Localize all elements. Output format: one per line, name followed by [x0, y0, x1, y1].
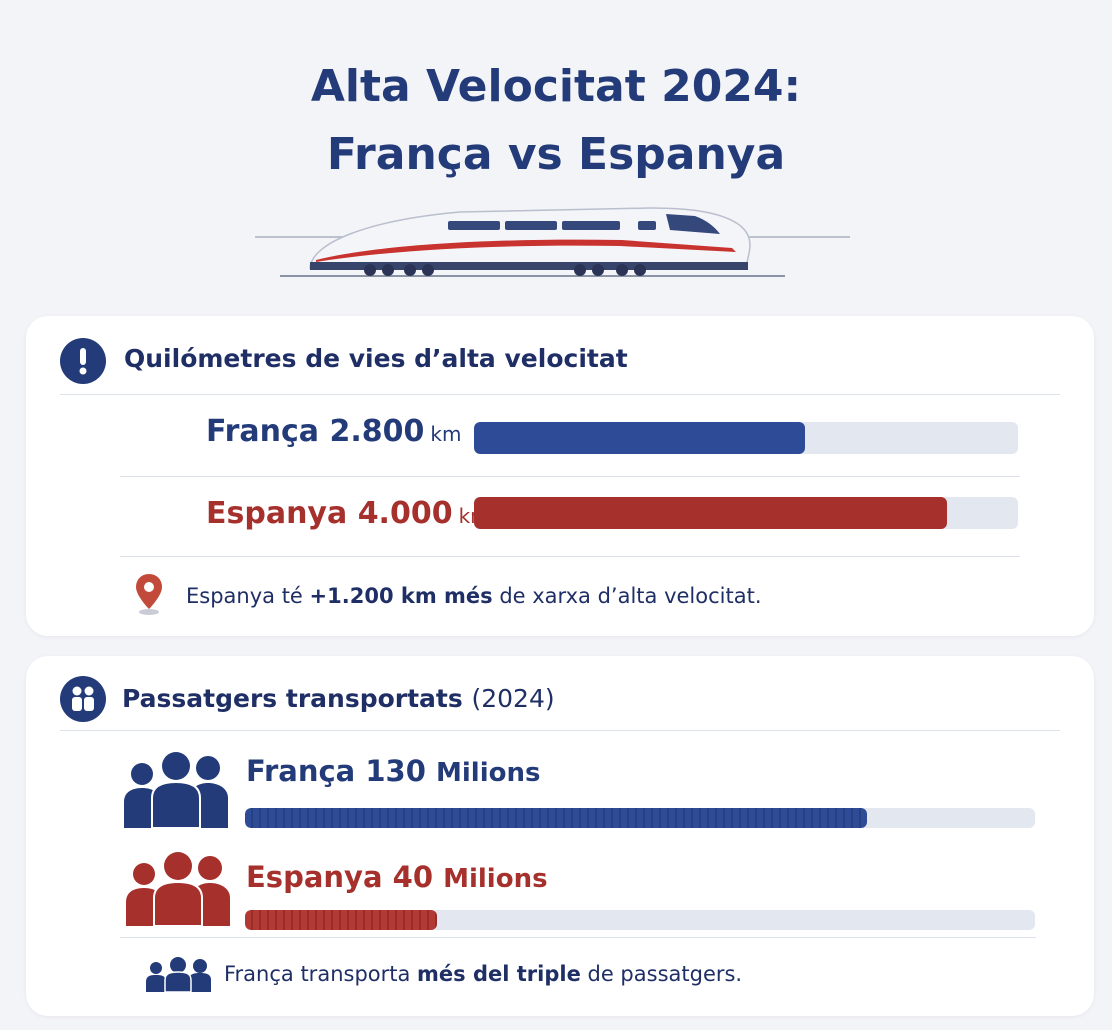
passengers-divider-top — [60, 730, 1060, 731]
km-divider-mid — [120, 476, 1020, 477]
passengers-unit-france: Milions — [436, 758, 541, 788]
km-unit-france: km — [430, 422, 462, 446]
people-spain-icon — [126, 852, 230, 926]
km-value-spain: 4.000 — [357, 496, 453, 531]
passengers-note: França transporta més del triple de pass… — [224, 962, 742, 986]
passengers-title-year: (2024) — [471, 684, 555, 713]
passengers-value-france: 130 — [365, 754, 426, 788]
train-icon — [255, 207, 850, 277]
passengers-bar-spain — [245, 910, 437, 930]
passengers-divider-bottom — [120, 937, 1036, 938]
passengers-bar-france — [245, 808, 868, 828]
km-bar-france — [474, 422, 806, 454]
km-value-france: 2.800 — [329, 414, 425, 449]
km-label-france: França 2.800 km — [206, 414, 461, 449]
passengers-value-spain: 40 — [392, 860, 433, 894]
people-group-icon — [146, 957, 211, 993]
passengers-card: Passatgers transportats (2024) França 13… — [26, 656, 1094, 1016]
km-track-france — [474, 422, 1018, 454]
people-icon — [60, 676, 106, 722]
passengers-unit-spain: Milions — [443, 864, 548, 894]
km-section-title: Quilómetres de vies d’alta velocitat — [124, 344, 628, 373]
page-title-line2: França vs Espanya — [326, 129, 786, 180]
passengers-section-title: Passatgers transportats (2024) — [122, 684, 555, 713]
passengers-label-spain: Espanya 40 Milions — [246, 860, 548, 894]
km-divider-bottom — [120, 556, 1020, 557]
km-category-spain: Espanya — [206, 496, 348, 531]
km-divider-top — [60, 394, 1060, 395]
passengers-track-france — [245, 808, 1035, 828]
page-title-line1: Alta Velocitat 2024: — [310, 61, 802, 112]
passengers-title-text: Passatgers transportats — [122, 684, 463, 713]
km-label-spain: Espanya 4.000km — [206, 496, 490, 531]
exclamation-icon — [60, 338, 106, 384]
people-france-icon — [124, 752, 228, 828]
passengers-note-bold: més del triple — [417, 962, 581, 986]
passengers-note-suffix: de passatgers. — [580, 962, 743, 986]
km-note-bold: +1.200 km més — [309, 584, 493, 608]
km-track-spain — [474, 497, 1018, 529]
passengers-category-france: França — [246, 754, 356, 788]
km-bar-spain — [474, 497, 948, 529]
passengers-label-france: França 130 Milions — [246, 754, 540, 788]
km-note-suffix: de xarxa d’alta velocitat. — [492, 584, 762, 608]
passengers-note-prefix: França transporta — [224, 962, 418, 986]
passengers-category-spain: Espanya — [246, 860, 383, 894]
km-category-france: França — [206, 414, 319, 449]
km-note: Espanya té +1.200 km més de xarxa d’alta… — [186, 584, 762, 608]
passengers-track-spain — [245, 910, 1035, 930]
map-pin-icon — [136, 574, 162, 615]
km-card: Quilómetres de vies d’alta velocitat Fra… — [26, 316, 1094, 636]
km-note-prefix: Espanya té — [186, 584, 310, 608]
